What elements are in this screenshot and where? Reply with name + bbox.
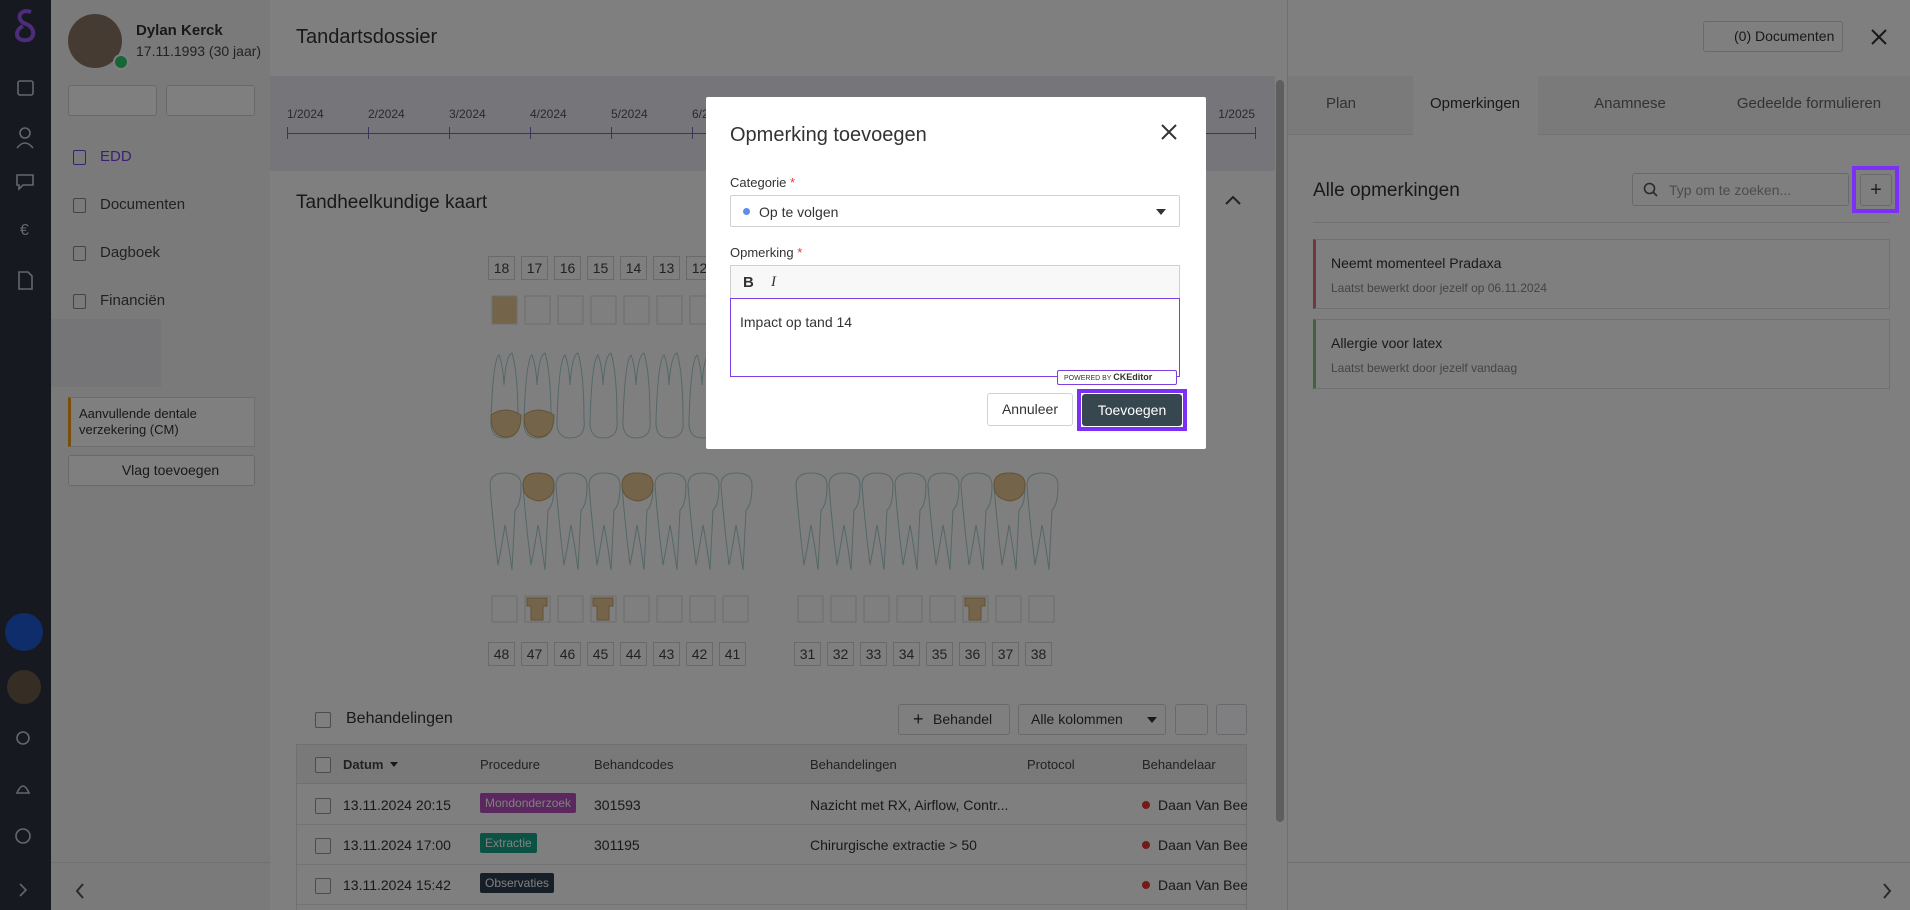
editor-toolbar: B I (730, 265, 1180, 299)
powered-by: POWERED BY (1064, 375, 1112, 382)
remark-label: Opmerking * (730, 245, 802, 260)
category-select[interactable]: Op te volgen (730, 195, 1180, 227)
category-label-text: Categorie (730, 175, 787, 190)
category-label: Categorie * (730, 175, 795, 190)
cancel-label: Annuleer (1001, 401, 1059, 417)
modal: Opmerking toevoegen Categorie * Op te vo… (706, 97, 1206, 449)
cancel-button[interactable]: Annuleer (987, 393, 1073, 426)
modal-title: Opmerking toevoegen (730, 124, 927, 146)
modal-close[interactable] (1160, 123, 1178, 141)
italic-button[interactable]: I (771, 274, 776, 290)
category-dot (743, 208, 750, 215)
select-caret (1156, 209, 1166, 215)
submit-button[interactable]: Toevoegen (1082, 394, 1182, 426)
editor-area[interactable]: Impact op tand 14 (730, 298, 1180, 377)
submit-label: Toevoegen (1097, 402, 1167, 418)
category-value: Op te volgen (759, 204, 839, 220)
remark-label-text: Opmerking (730, 245, 794, 260)
bold-button[interactable]: B (743, 274, 754, 291)
remark-text: Impact op tand 14 (740, 314, 853, 330)
required-mark: * (790, 175, 796, 190)
ckeditor-badge: POWERED BY CKEditor (1057, 370, 1177, 385)
ckeditor-name: CKEditor (1113, 372, 1153, 382)
highlight-add (1852, 166, 1899, 213)
required-mark: * (797, 245, 803, 260)
highlight-submit (1077, 389, 1187, 431)
